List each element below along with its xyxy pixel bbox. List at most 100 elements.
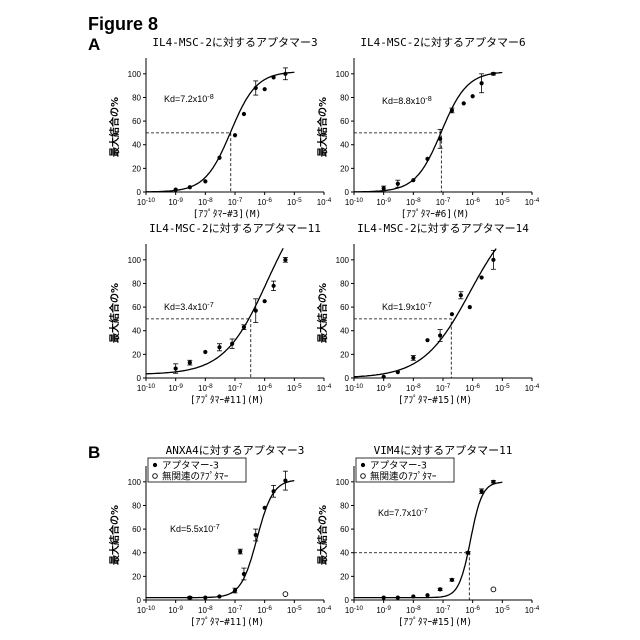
fit-curve <box>354 73 502 192</box>
y-tick-label: 20 <box>340 572 349 581</box>
x-tick-label: 10-7 <box>436 605 451 615</box>
data-point <box>411 594 415 598</box>
data-point <box>450 108 454 112</box>
kd-label: Kd=7.2x10-8 <box>164 92 214 104</box>
data-point <box>203 350 207 354</box>
x-tick-label: 10-7 <box>228 197 243 207</box>
fit-curve <box>354 249 496 377</box>
data-point <box>271 489 275 493</box>
data-point <box>188 185 192 189</box>
y-axis-label: 最大結合の% <box>108 97 121 157</box>
y-axis-label: 最大結合の% <box>316 283 329 343</box>
chart-panel-6: VIM4に対するアプタマー1102040608010010-1010-910-8… <box>316 443 540 628</box>
y-tick-label: 80 <box>340 93 349 102</box>
y-tick-label: 60 <box>132 303 141 312</box>
data-point <box>438 137 442 141</box>
x-tick-label: 10-9 <box>168 197 183 207</box>
legend-filled-label: アプタマー-3 <box>162 461 219 472</box>
data-point <box>479 81 483 85</box>
legend-open-marker <box>153 474 158 479</box>
y-tick-label: 0 <box>137 374 142 383</box>
x-tick-label: 10-5 <box>287 197 302 207</box>
data-point <box>466 551 470 555</box>
x-tick-label: 10-7 <box>228 605 243 615</box>
y-tick-label: 40 <box>340 327 349 336</box>
chart-panel-5: ANXA4に対するアプタマー302040608010010-1010-910-8… <box>108 443 332 628</box>
data-point <box>174 188 178 192</box>
data-point <box>491 72 495 76</box>
y-tick-label: 60 <box>132 525 141 534</box>
x-axis-label: [ｱﾌﾟﾀﾏｰ#11](M) <box>190 617 264 628</box>
data-point <box>283 72 287 76</box>
data-point <box>217 345 221 349</box>
fit-curve <box>146 481 294 598</box>
kd-label: Kd=8.8x10-8 <box>382 94 432 106</box>
y-tick-label: 100 <box>128 256 142 265</box>
chart-panel-2: IL4-MSC-2に対するアプタマー602040608010010-1010-9… <box>316 35 540 220</box>
data-point <box>411 178 415 182</box>
legend-open-marker <box>361 474 366 479</box>
x-tick-label: 10-8 <box>198 197 213 207</box>
data-point <box>233 588 237 592</box>
x-tick-label: 10-6 <box>465 383 480 393</box>
data-point <box>188 361 192 365</box>
chart-title: IL4-MSC-2に対するアプタマー3 <box>152 35 317 49</box>
y-tick-label: 60 <box>132 117 141 126</box>
chart-title: IL4-MSC-2に対するアプタマー11 <box>149 221 321 235</box>
data-point <box>238 549 242 553</box>
data-point <box>271 75 275 79</box>
y-axis-label: 最大結合の% <box>108 283 121 343</box>
data-point <box>491 258 495 262</box>
data-point <box>242 325 246 329</box>
section-label-a: A <box>88 35 100 54</box>
chart-panels: IL4-MSC-2に対するアプタマー3 0 20 40 60 80 100 10-10 10-9… <box>108 35 540 628</box>
x-tick-label: 10-9 <box>376 605 391 615</box>
data-point <box>174 366 178 370</box>
data-point <box>203 179 207 183</box>
x-axis-label: [ｱﾌﾟﾀﾏｰ#6](M) <box>401 209 470 220</box>
data-point <box>468 305 472 309</box>
x-tick-label: 10-6 <box>257 383 272 393</box>
data-point <box>450 312 454 316</box>
data-point <box>462 101 466 105</box>
x-tick-label: 10-5 <box>287 383 302 393</box>
kd-label: Kd=7.7x10-7 <box>378 506 428 518</box>
data-point <box>425 338 429 342</box>
x-tick-label: 10-9 <box>168 383 183 393</box>
chart-panel-4: IL4-MSC-2に対するアプタマー1402040608010010-1010-… <box>316 221 540 406</box>
fit-curve <box>146 72 294 192</box>
x-tick-label: 10-7 <box>228 383 243 393</box>
kd-label: Kd=5.5x10-7 <box>170 522 220 534</box>
data-point-open <box>491 587 496 592</box>
data-point <box>382 596 386 600</box>
y-tick-label: 20 <box>132 350 141 359</box>
data-point <box>233 133 237 137</box>
x-tick-label: 10-10 <box>137 197 156 207</box>
y-tick-label: 100 <box>128 70 142 79</box>
data-point <box>230 342 234 346</box>
x-tick-label: 10-5 <box>495 383 510 393</box>
data-point <box>263 87 267 91</box>
legend-open-label: 無関連のｱﾌﾟﾀﾏｰ <box>162 471 229 483</box>
data-point <box>203 596 207 600</box>
y-tick-label: 40 <box>132 327 141 336</box>
y-tick-label: 0 <box>345 374 350 383</box>
y-tick-label: 20 <box>340 164 349 173</box>
data-point <box>479 489 483 493</box>
x-axis-label: [ｱﾌﾟﾀﾏｰ#3](M) <box>193 209 262 220</box>
legend: アプタマー-3無関連のｱﾌﾟﾀﾏｰ <box>356 458 454 483</box>
chart-title: IL4-MSC-2に対するアプタマー6 <box>360 35 525 49</box>
x-tick-label: 10-7 <box>436 383 451 393</box>
x-tick-label: 10-5 <box>287 605 302 615</box>
chart-title: ANXA4に対するアプタマー3 <box>166 443 305 457</box>
y-tick-label: 80 <box>132 93 141 102</box>
x-tick-label: 10-8 <box>198 383 213 393</box>
data-point <box>254 86 258 90</box>
y-tick-label: 40 <box>132 549 141 558</box>
y-tick-label: 100 <box>336 256 350 265</box>
y-tick-label: 80 <box>132 501 141 510</box>
y-axis-label: 最大結合の% <box>316 505 329 565</box>
x-tick-label: 10-5 <box>495 605 510 615</box>
data-point <box>254 533 258 537</box>
y-tick-label: 80 <box>132 279 141 288</box>
